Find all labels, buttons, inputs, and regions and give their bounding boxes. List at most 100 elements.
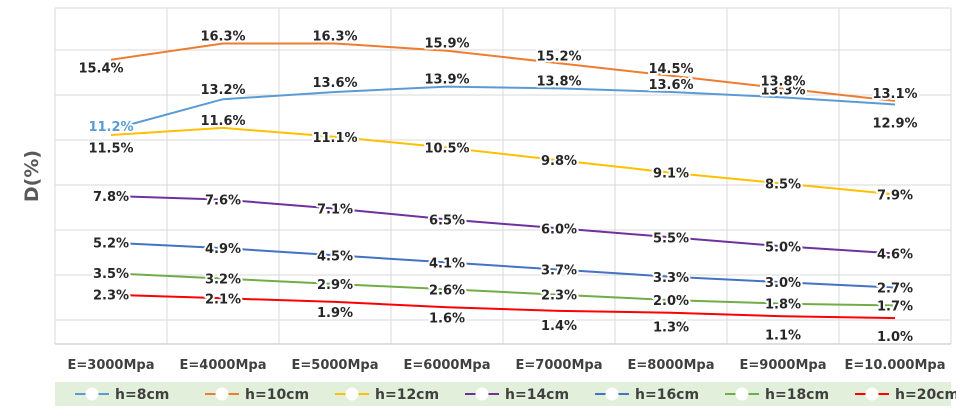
data-label-halo: 16.3%	[312, 30, 357, 45]
data-label-halo: 7.8%	[93, 190, 129, 205]
data-label-h=20cm-1: 2.1%	[205, 292, 241, 307]
data-label-h=18cm-7: 1.7%	[877, 299, 913, 314]
legend: h=8cm h=10cm h=12cm h=14cm h=16cm h=18cm h=20c…	[75, 387, 956, 403]
legend-marker-icon	[345, 387, 359, 401]
x-tick-label: E=10.000Mpa	[845, 358, 946, 373]
data-label-h=12cm-0: 11.2%	[88, 120, 133, 135]
data-label-halo: 15.9%	[424, 37, 469, 52]
data-label-halo: 7.1%	[317, 203, 353, 218]
data-label-h=18cm-0: 3.5%	[93, 267, 129, 282]
series-line-h=8cm	[110, 85, 896, 131]
data-label-h=20cm-4: 1.4%	[541, 319, 577, 334]
data-label-halo: 1.6%	[429, 311, 465, 326]
legend-background	[55, 382, 951, 406]
data-label-h=8cm-6: 13.3%	[760, 83, 805, 98]
data-label-h=14cm-5: 5.5%	[653, 231, 689, 246]
data-label-h=18cm-3: 2.6%	[429, 283, 465, 298]
data-label-halo: 3.7%	[541, 264, 577, 279]
data-label-h=8cm-4: 13.8%	[536, 74, 581, 89]
data-label-halo: 11.5%	[88, 142, 133, 157]
data-label-halo: 1.9%	[317, 306, 353, 321]
data-label-h=10cm-1: 16.3%	[200, 30, 245, 45]
data-label-h=14cm-3: 6.5%	[429, 213, 465, 228]
legend-label: h=14cm	[505, 387, 569, 403]
data-label-h=8cm-3: 13.9%	[424, 73, 469, 88]
legend-item-h=20cm: h=20cm	[855, 387, 956, 403]
data-label-halo: 3.3%	[653, 271, 689, 286]
data-label-halo: 13.6%	[312, 76, 357, 91]
data-label-halo: 3.0%	[765, 276, 801, 291]
data-label-h=18cm-4: 2.3%	[541, 289, 577, 304]
legend-label: h=10cm	[245, 387, 309, 403]
legend-item-h=10cm: h=10cm	[205, 387, 309, 403]
data-label-halo: 6.5%	[429, 213, 465, 228]
data-label-halo: 2.9%	[317, 278, 353, 293]
legend-item-h=14cm: h=14cm	[465, 387, 569, 403]
data-label-h=14cm-4: 6.0%	[541, 222, 577, 237]
data-label-h=16cm-1: 4.9%	[205, 242, 241, 257]
data-label-halo: 11.1%	[312, 131, 357, 146]
x-tick-label: E=4000Mpa	[180, 358, 267, 373]
data-label-halo: 5.2%	[93, 237, 129, 252]
data-label-halo: 13.1%	[872, 87, 917, 102]
x-tick-label: E=8000Mpa	[628, 358, 715, 373]
data-labels: 11.5%11.5%13.2%13.2% 13.6%13.6% 13.9%13.9%…	[76, 28, 919, 348]
series-line-h=16cm	[110, 241, 896, 289]
data-label-h=12cm-6: 8.5%	[765, 177, 801, 192]
data-label-h=14cm-7: 4.6%	[877, 247, 913, 262]
data-label-halo: 13.3%	[760, 83, 805, 98]
series-lines	[110, 42, 896, 320]
data-label-halo: 16.3%	[200, 30, 245, 45]
data-label-h=20cm-3: 1.6%	[429, 311, 465, 326]
data-label-halo: 7.9%	[877, 188, 913, 203]
data-label-h=16cm-6: 3.0%	[765, 276, 801, 291]
legend-label: h=20cm	[895, 387, 956, 403]
legend-item-h=8cm: h=8cm	[75, 387, 169, 403]
data-label-halo: 15.2%	[536, 49, 581, 64]
legend-label: h=16cm	[635, 387, 699, 403]
legend-label: h=12cm	[375, 387, 439, 403]
data-label-halo: 13.8%	[760, 74, 805, 89]
data-label-halo: 11.6%	[200, 114, 245, 129]
x-tick-label: E=5000Mpa	[292, 358, 379, 373]
data-label-halo: 10.5%	[424, 142, 469, 157]
grid-lines	[54, 7, 952, 345]
data-label-h=16cm-2: 4.5%	[317, 249, 353, 264]
x-tick-label: E=7000Mpa	[516, 358, 603, 373]
data-label-halo: 13.6%	[648, 78, 693, 93]
data-label-h=8cm-1: 13.2%	[200, 83, 245, 98]
data-label-halo: 4.6%	[877, 247, 913, 262]
data-label-halo: 2.3%	[93, 289, 129, 304]
data-label-h=12cm-4: 9.8%	[541, 154, 577, 169]
series-line-h=14cm	[110, 195, 896, 255]
data-label-halo: 2.3%	[541, 289, 577, 304]
data-label-halo: 1.4%	[541, 319, 577, 334]
legend-item-h=12cm: h=12cm	[335, 387, 439, 403]
data-label-halo: 1.8%	[765, 298, 801, 313]
data-label-h=16cm-3: 4.1%	[429, 256, 465, 271]
data-label-halo: 4.9%	[205, 242, 241, 257]
data-label-h=12cm-2: 11.1%	[312, 131, 357, 146]
x-tick-label: E=9000Mpa	[740, 358, 827, 373]
data-label-h=18cm-5: 2.0%	[653, 294, 689, 309]
x-tick-label: E=6000Mpa	[404, 358, 491, 373]
data-label-halo: 5.0%	[765, 240, 801, 255]
data-label-halo: 4.1%	[429, 256, 465, 271]
series-line-h=20cm	[110, 293, 896, 320]
data-label-halo: 9.1%	[653, 167, 689, 182]
data-label-h=10cm-7: 13.1%	[872, 87, 917, 102]
legend-item-h=16cm: h=16cm	[595, 387, 699, 403]
data-label-h=10cm-6: 13.8%	[760, 74, 805, 89]
data-label-halo: 12.9%	[872, 117, 917, 132]
legend-marker-icon	[605, 387, 619, 401]
data-label-halo: 3.5%	[93, 267, 129, 282]
data-label-h=10cm-4: 15.2%	[536, 49, 581, 64]
data-label-halo: 2.7%	[877, 282, 913, 297]
data-label-halo: 3.2%	[205, 273, 241, 288]
data-label-h=18cm-6: 1.8%	[765, 298, 801, 313]
legend-marker-icon	[215, 387, 229, 401]
legend-item-h=18cm: h=18cm	[725, 387, 829, 403]
data-label-h=18cm-1: 3.2%	[205, 273, 241, 288]
data-label-halo: 14.5%	[648, 62, 693, 77]
